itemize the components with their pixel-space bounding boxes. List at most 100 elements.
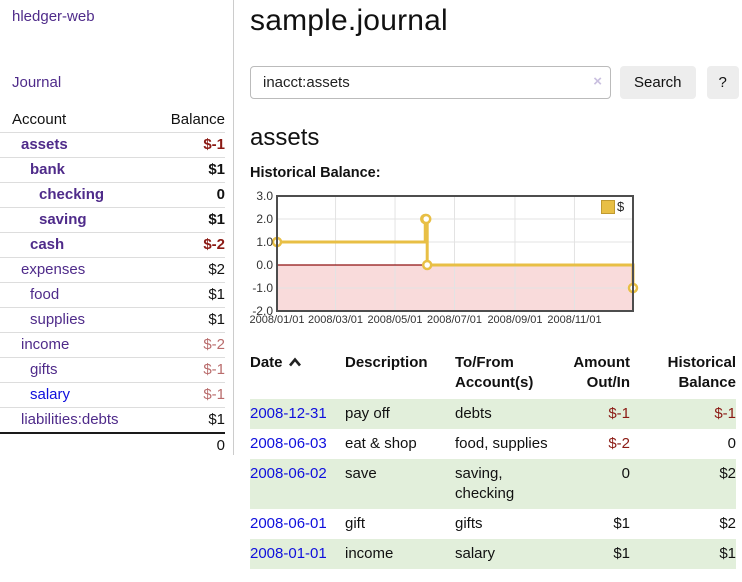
transaction-row: 2008-06-02 save saving, checking 0 $2 — [250, 459, 736, 509]
y-axis-tick-label: 1.0 — [256, 235, 273, 249]
sidebar-account-link[interactable]: liabilities:debts — [21, 411, 119, 428]
sidebar-account-link[interactable]: salary — [30, 386, 71, 403]
account-balance: $1 — [208, 161, 225, 178]
help-button[interactable]: ? — [706, 66, 739, 99]
account-balance: $1 — [208, 311, 225, 328]
account-balance: 0 — [216, 186, 225, 203]
y-axis-tick-label: 3.0 — [256, 189, 273, 203]
column-header-balance: Historical Balance — [667, 354, 736, 391]
transaction-row: 2008-01-01 income salary $1 $1 — [250, 539, 736, 569]
transaction-row: 2008-12-31 pay off debts $-1 $-1 — [250, 399, 736, 429]
sidebar-account-link[interactable]: expenses — [21, 261, 86, 278]
search-input[interactable] — [250, 66, 611, 99]
account-balance: $-1 — [203, 386, 225, 403]
transaction-date-link[interactable]: 2008-06-01 — [250, 515, 327, 532]
page-title: sample.journal — [250, 4, 448, 37]
y-axis-tick-label: -2.0 — [252, 304, 273, 318]
transaction-row: 2008-06-01 gift gifts $1 $2 — [250, 509, 736, 539]
accounts-table: Account Balance assets $-1 bank $1 checking 0… — [0, 108, 225, 458]
sidebar-account-link[interactable]: checking — [39, 186, 105, 203]
transaction-balance: $2 — [719, 465, 736, 482]
transaction-description: gift — [345, 515, 366, 532]
transaction-amount: $1 — [613, 515, 630, 532]
column-header-date[interactable]: Date — [250, 351, 345, 399]
y-axis-tick-label: 0.0 — [256, 258, 273, 272]
sidebar-account-link[interactable]: saving — [39, 211, 87, 228]
sort-ascending-icon — [288, 354, 302, 374]
accounts-header-account: Account — [12, 111, 67, 128]
sidebar-account-link[interactable]: cash — [30, 236, 65, 253]
transactions-table-body: 2008-12-31 pay off debts $-1 $-1 2008-06-03 ea… — [250, 399, 736, 569]
account-balance: $-2 — [203, 336, 225, 353]
column-header-description: Description — [345, 354, 428, 371]
data-point-marker — [420, 213, 432, 225]
sidebar-account-link[interactable]: food — [30, 286, 60, 303]
account-row: cash $-2 — [0, 232, 225, 258]
transaction-balance: 0 — [727, 435, 736, 452]
transaction-balance: $1 — [719, 545, 736, 562]
search-button[interactable]: Search — [620, 66, 696, 99]
account-balance: $-2 — [203, 236, 225, 253]
account-balance: $1 — [208, 411, 225, 428]
account-row: bank $1 — [0, 157, 225, 183]
account-row: expenses $2 — [0, 257, 225, 283]
chart-border — [276, 195, 634, 312]
chart-title: Historical Balance: — [250, 165, 381, 181]
clear-search-icon[interactable]: × — [593, 73, 602, 90]
account-row: supplies $1 — [0, 307, 225, 333]
column-header-accounts: To/From Account(s) — [455, 354, 534, 391]
historical-balance-chart: 3.0 2.0 1.0 0.0 -1.0 -2.0 2008/01/01 2008/03/01… — [249, 188, 742, 333]
y-axis-tick-label: -1.0 — [252, 281, 273, 295]
transaction-balance: $-1 — [714, 405, 736, 422]
transaction-accounts: saving, checking — [455, 465, 515, 502]
search-form: × Search ? — [250, 66, 742, 99]
transaction-accounts: salary — [455, 545, 496, 562]
app-title-link[interactable]: hledger-web — [12, 8, 95, 25]
transaction-amount: $1 — [613, 545, 630, 562]
account-row: salary $-1 — [0, 382, 225, 408]
transaction-amount: 0 — [621, 465, 630, 482]
account-row: saving $1 — [0, 207, 225, 233]
transaction-description: pay off — [345, 405, 390, 422]
account-balance: $2 — [208, 261, 225, 278]
sidebar-account-link[interactable]: income — [21, 336, 70, 353]
x-axis-tick-label: 2008/09/01 — [487, 314, 543, 326]
account-row: gifts $-1 — [0, 357, 225, 383]
x-axis-tick-label: 2008/07/01 — [426, 314, 483, 326]
y-axis-tick-label: 2.0 — [256, 212, 273, 226]
accounts-table-body: assets $-1 bank $1 checking 0 saving $1 cash $-2 e… — [0, 132, 225, 459]
accounts-total-row: 0 — [0, 433, 225, 458]
sidebar-account-link[interactable]: gifts — [30, 361, 58, 378]
accounts-header-balance: Balance — [170, 111, 225, 128]
account-row: assets $-1 — [0, 132, 225, 158]
sidebar-account-link[interactable]: bank — [30, 161, 66, 178]
transaction-date-link[interactable]: 2008-06-02 — [250, 465, 327, 482]
account-balance: $-1 — [203, 361, 225, 378]
chart-plot-area — [271, 195, 639, 312]
transaction-description: save — [345, 465, 377, 482]
account-row: checking 0 — [0, 182, 225, 208]
transaction-date-link[interactable]: 2008-12-31 — [250, 405, 327, 422]
transactions-table: Date Description To/From Account(s) Amou… — [250, 351, 736, 569]
data-point-marker — [421, 259, 433, 271]
chart-legend: $ — [601, 199, 624, 214]
transaction-date-link[interactable]: 2008-06-03 — [250, 435, 327, 452]
account-row: food $1 — [0, 282, 225, 308]
account-row: income $-2 — [0, 332, 225, 358]
transaction-date-link[interactable]: 2008-01-01 — [250, 545, 327, 562]
sidebar-account-link[interactable]: assets — [21, 136, 68, 153]
x-axis-tick-label: 2008/01/01 — [249, 314, 305, 326]
x-axis-tick-label: 2008/03/01 — [307, 314, 364, 326]
account-row: liabilities:debts $1 — [0, 407, 225, 434]
transaction-accounts: gifts — [455, 515, 483, 532]
account-heading: assets — [250, 124, 320, 151]
sidebar-item-journal[interactable]: Journal — [12, 74, 62, 91]
sidebar-account-link[interactable]: supplies — [30, 311, 86, 328]
x-axis-tick-label: 2008/11/01 — [547, 314, 602, 326]
x-axis-tick-label: 2008/05/01 — [367, 314, 423, 326]
account-balance: $-1 — [203, 136, 225, 153]
main-content: sample.journal × Search ? assets Histori… — [249, 0, 742, 569]
transaction-amount: $-1 — [608, 405, 630, 422]
transaction-accounts: food, supplies — [455, 435, 548, 452]
legend-label: $ — [617, 199, 625, 214]
